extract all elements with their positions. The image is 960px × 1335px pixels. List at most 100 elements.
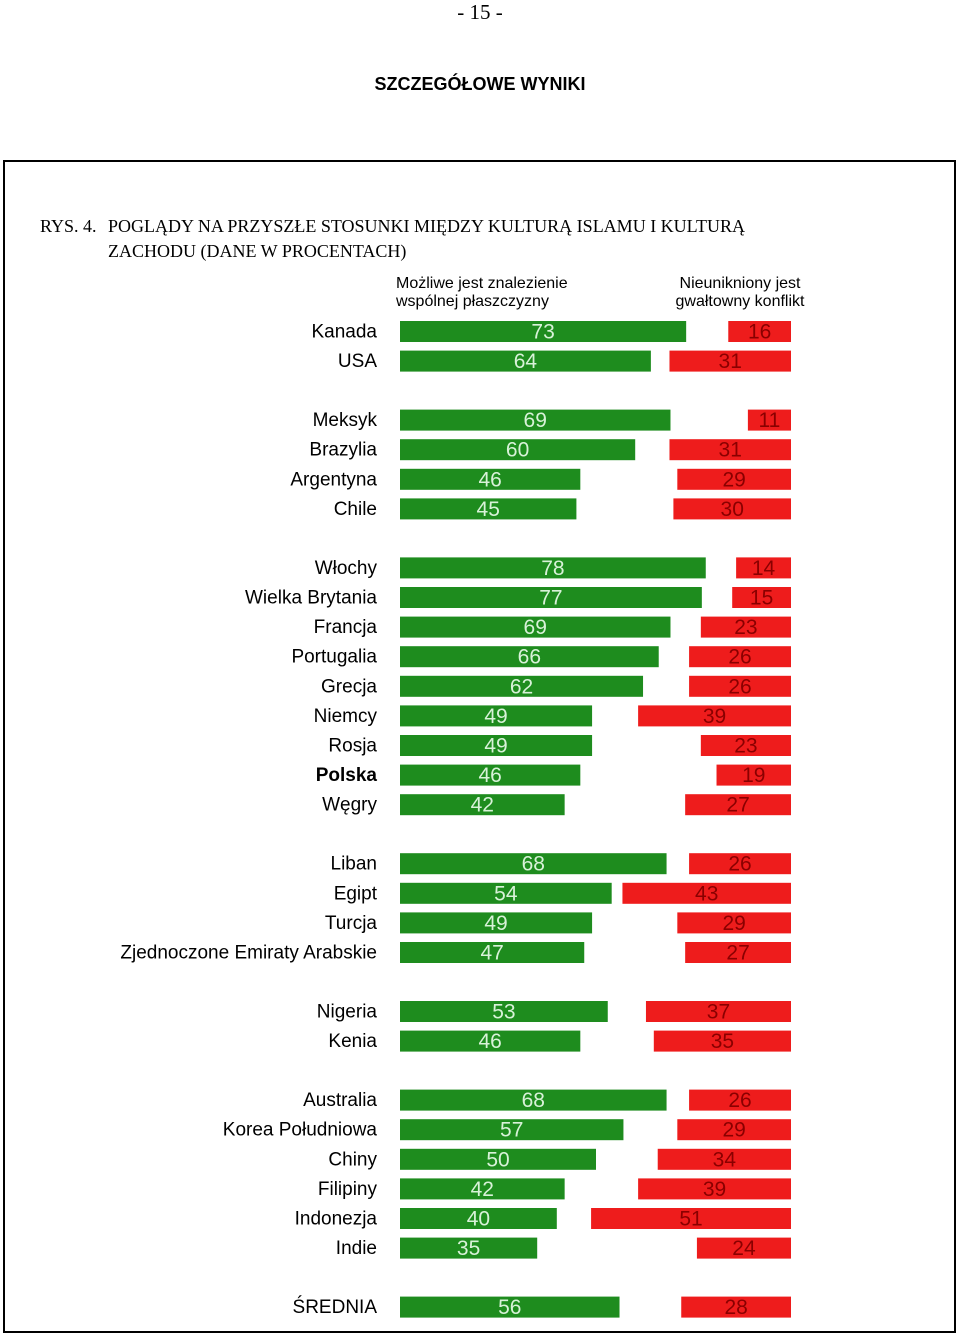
value-label-violent-conflict: 23	[734, 735, 757, 758]
category-label: Francja	[314, 617, 378, 638]
category-label: Chile	[334, 499, 377, 520]
category-label: Filipiny	[318, 1179, 378, 1200]
value-label-common-ground: 46	[478, 468, 501, 491]
value-label-violent-conflict: 15	[750, 587, 773, 610]
bar-violent-conflict	[677, 468, 791, 490]
bar-common-ground	[400, 321, 687, 342]
bar-violent-conflict	[689, 675, 791, 697]
bar-violent-conflict	[657, 1148, 791, 1170]
value-label-common-ground: 77	[539, 587, 562, 610]
category-label: Zjednoczone Emiraty Arabskie	[120, 943, 377, 964]
value-label-common-ground: 57	[500, 1119, 523, 1142]
value-label-common-ground: 47	[480, 942, 503, 965]
bar-common-ground	[400, 1208, 557, 1229]
category-label: Nigeria	[317, 1002, 378, 1023]
bar-violent-conflict	[728, 321, 791, 342]
bar-common-ground	[400, 912, 593, 934]
value-label-violent-conflict: 29	[722, 468, 745, 491]
bar-common-ground	[400, 557, 706, 579]
value-label-violent-conflict: 26	[728, 646, 751, 669]
legend-violent-conflict: Nieunikniony jest gwałtowny konflikt	[675, 275, 805, 310]
bar-violent-conflict	[685, 794, 791, 816]
category-label: Grecja	[321, 676, 377, 697]
value-label-violent-conflict: 51	[679, 1208, 702, 1231]
value-label-common-ground: 53	[492, 1001, 515, 1024]
value-label-violent-conflict: 16	[748, 321, 771, 344]
figure-number: RYS. 4.	[40, 216, 97, 236]
bar-violent-conflict	[653, 1030, 791, 1052]
value-label-violent-conflict: 28	[724, 1296, 747, 1319]
value-label-common-ground: 69	[524, 616, 547, 639]
category-label: Chiny	[328, 1149, 377, 1170]
value-label-violent-conflict: 29	[722, 1119, 745, 1142]
bar-violent-conflict	[736, 557, 791, 579]
value-label-violent-conflict: 19	[742, 764, 765, 787]
value-label-violent-conflict: 43	[695, 882, 718, 905]
value-label-violent-conflict: 27	[726, 794, 749, 817]
value-label-common-ground: 49	[484, 705, 507, 728]
value-label-violent-conflict: 11	[759, 409, 781, 432]
category-label: Australia	[303, 1090, 377, 1111]
value-label-common-ground: 46	[478, 1030, 501, 1053]
value-label-common-ground: 68	[522, 1089, 545, 1112]
value-label-common-ground: 69	[524, 409, 547, 432]
bar-common-ground	[400, 350, 651, 372]
category-label: Kenia	[328, 1031, 377, 1052]
category-label: Kanada	[311, 322, 377, 343]
value-label-common-ground: 68	[522, 853, 545, 876]
bar-violent-conflict	[669, 439, 791, 461]
value-label-violent-conflict: 35	[711, 1030, 734, 1053]
bar-violent-conflict	[700, 735, 791, 756]
bar-violent-conflict	[689, 1089, 791, 1111]
bar-violent-conflict	[673, 498, 791, 520]
figure-title: RYS. 4. POGLĄDY NA PRZYSZŁE STOSUNKI MIĘD…	[40, 214, 900, 264]
value-label-violent-conflict: 31	[719, 439, 742, 462]
category-label: Turcja	[325, 913, 378, 934]
category-label: Liban	[331, 854, 378, 875]
bar-violent-conflict	[685, 942, 791, 963]
value-label-common-ground: 42	[471, 1178, 494, 1201]
bar-common-ground	[400, 882, 612, 904]
bar-violent-conflict	[638, 705, 791, 727]
bar-violent-conflict	[689, 646, 791, 668]
value-label-common-ground: 62	[510, 675, 533, 698]
value-label-violent-conflict: 27	[726, 942, 749, 965]
value-label-common-ground: 73	[531, 321, 554, 344]
figure-title-line2: ZACHODU (DANE W PROCENTACH)	[108, 241, 407, 261]
bar-common-ground	[400, 1178, 565, 1200]
value-label-common-ground: 78	[541, 557, 564, 580]
category-label: Wielka Brytania	[245, 588, 377, 609]
bar-common-ground	[400, 587, 702, 608]
value-label-violent-conflict: 23	[734, 616, 757, 639]
bar-common-ground	[400, 853, 667, 875]
category-label: Węgry	[322, 795, 377, 816]
bar-common-ground	[400, 942, 585, 963]
bar-violent-conflict	[716, 764, 791, 786]
value-label-common-ground: 49	[484, 912, 507, 935]
value-label-violent-conflict: 24	[732, 1237, 756, 1260]
bar-common-ground	[400, 1119, 624, 1141]
bar-violent-conflict	[591, 1208, 791, 1229]
value-label-common-ground: 64	[514, 350, 538, 373]
category-label: Włochy	[315, 558, 378, 579]
bar-violent-conflict	[622, 882, 791, 904]
value-label-violent-conflict: 37	[707, 1001, 730, 1024]
category-label: Brazylia	[309, 440, 377, 461]
category-label: Indonezja	[295, 1209, 378, 1230]
value-label-common-ground: 49	[484, 735, 507, 758]
category-label: USA	[338, 351, 377, 372]
category-label: Indie	[336, 1238, 377, 1259]
value-label-common-ground: 56	[498, 1296, 521, 1319]
value-label-violent-conflict: 29	[722, 912, 745, 935]
bar-common-ground	[400, 675, 644, 697]
value-label-common-ground: 45	[477, 498, 500, 521]
category-label: Meksyk	[313, 410, 378, 431]
category-label: Rosja	[328, 736, 377, 757]
bar-violent-conflict	[677, 1119, 791, 1141]
bar-common-ground	[400, 1089, 667, 1111]
bar-violent-conflict	[638, 1178, 791, 1200]
value-label-common-ground: 40	[467, 1208, 490, 1231]
value-label-common-ground: 54	[494, 882, 518, 905]
bar-common-ground	[400, 498, 577, 520]
bar-common-ground	[400, 1030, 581, 1052]
